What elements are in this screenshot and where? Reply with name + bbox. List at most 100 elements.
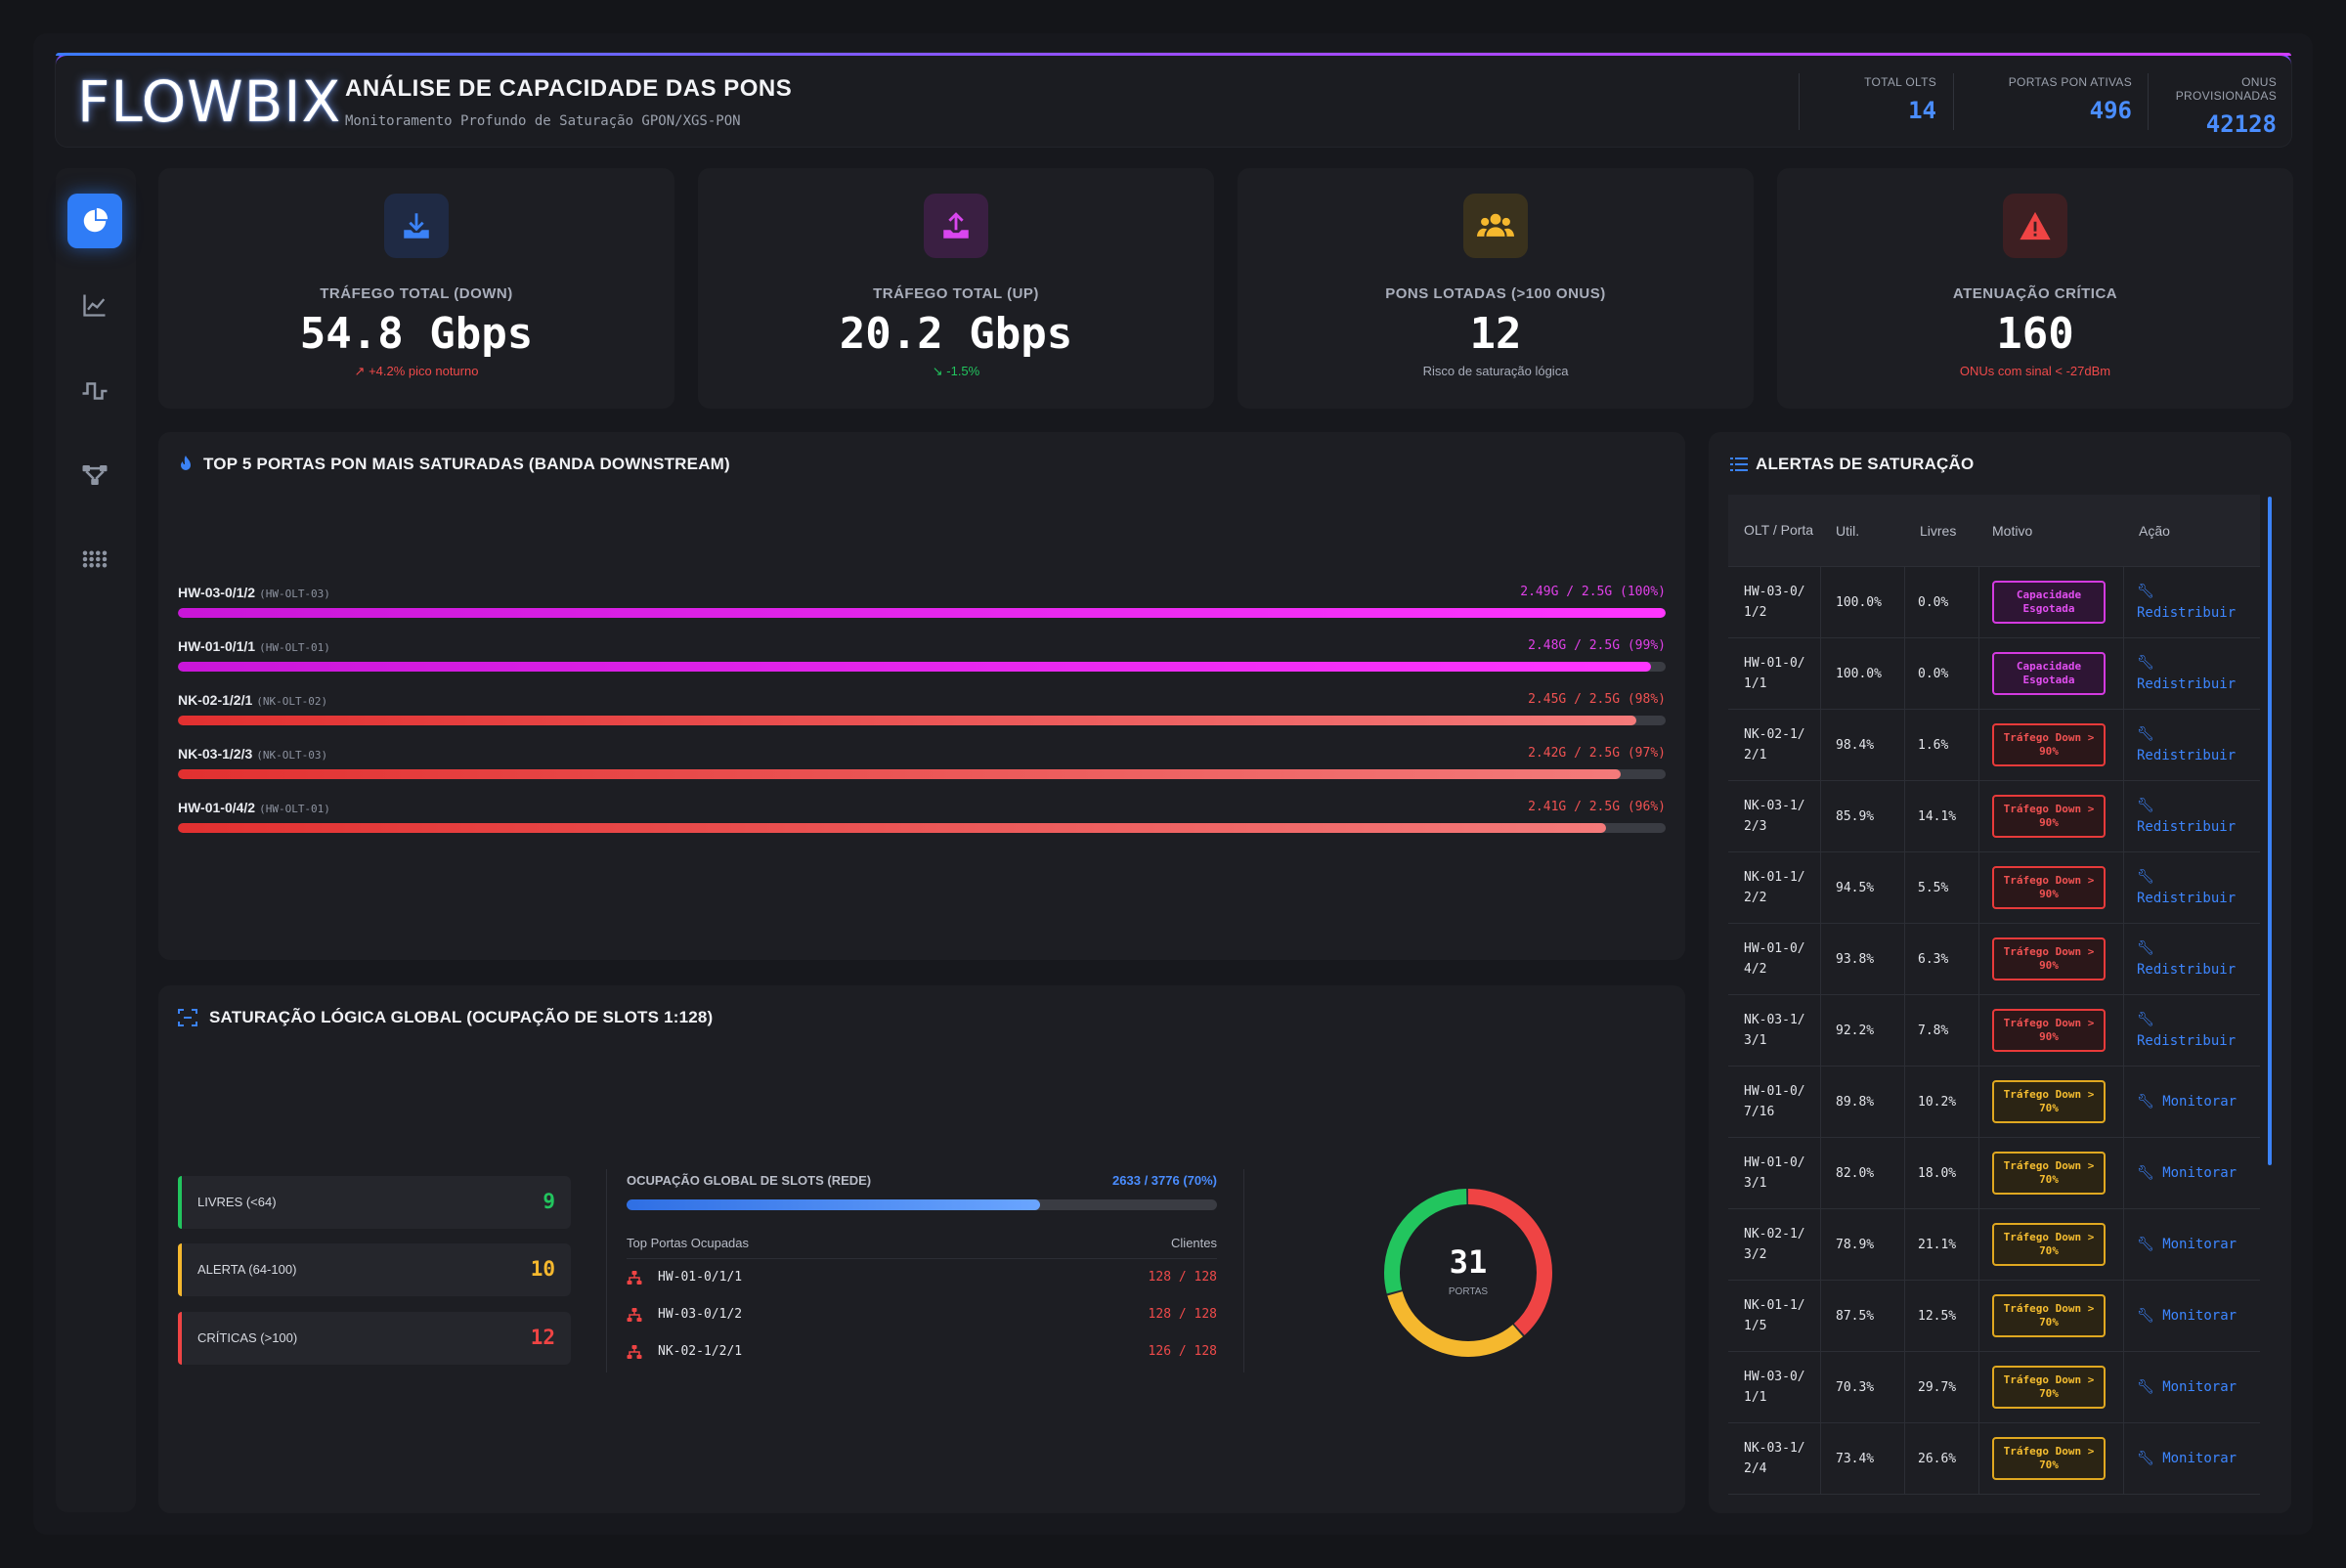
stat-value: 42128 (2205, 110, 2277, 138)
top-port-name: NK-02-1/2/1 (658, 1344, 743, 1359)
level-count: 9 (543, 1190, 555, 1213)
cell-action: 🔧︎ Redistribuir (2137, 567, 2254, 637)
table-row: HW-01-0/4/2 93.8% 6.3% Tráfego Down > 90% 🔧︎… (1728, 924, 2260, 995)
cell-util: 89.8% (1836, 1094, 1875, 1110)
network-icon (627, 1344, 642, 1363)
port-label: HW-01-0/1/1 (178, 638, 256, 654)
occupancy-fill (627, 1199, 1040, 1210)
table-row: HW-03-0/1/2 100.0% 0.0% Capacidade Esgotada… (1728, 567, 2260, 638)
list-icon (1730, 457, 1748, 477)
redistribute-button[interactable]: 🔧︎ Redistribuir (2137, 937, 2236, 980)
nav-topology[interactable] (67, 448, 122, 502)
stat-value: 14 (1908, 97, 1936, 124)
usage-track (178, 662, 1666, 672)
monitor-button[interactable]: 🔧︎ Monitorar (2137, 1305, 2237, 1327)
cell-port: NK-03-1/3/1 (1744, 1013, 1805, 1048)
cell-reason: Tráfego Down > 70% (1992, 1209, 2106, 1280)
usage-track (178, 716, 1666, 725)
redistribute-button[interactable]: 🔧︎ Redistribuir (2137, 652, 2236, 695)
stat-pon-ports: PORTAS PON ATIVAS 496 (1968, 75, 2132, 124)
wrench-icon: 🔧︎ (2137, 869, 2154, 885)
cell-util: 78.9% (1836, 1237, 1875, 1252)
download-icon (384, 194, 449, 258)
nav-apps[interactable] (67, 532, 122, 587)
reason-badge: Tráfego Down > 70% (1992, 1080, 2106, 1123)
cell-free: 18.0% (1918, 1165, 1957, 1181)
top-port-clients: 128 / 128 (1148, 1307, 1217, 1322)
cell-reason: Tráfego Down > 90% (1992, 852, 2106, 923)
monitor-button[interactable]: 🔧︎ Monitorar (2137, 1162, 2237, 1184)
redistribute-button[interactable]: 🔧︎ Redistribuir (2137, 866, 2236, 909)
cell-port: HW-03-0/1/2 (1744, 585, 1805, 620)
scrollbar-thumb[interactable] (2268, 497, 2272, 1165)
line-chart-icon (83, 294, 106, 317)
cell-action: 🔧︎ Redistribuir (2137, 924, 2254, 994)
occupancy-label: OCUPAÇÃO GLOBAL DE SLOTS (REDE) (627, 1173, 872, 1188)
kpi-traffic-down: TRÁFEGO TOTAL (DOWN) 54.8 Gbps ↗ +4.2% p… (158, 168, 674, 409)
cell-free: 6.3% (1918, 951, 1949, 967)
table-header: OLT / Porta Util. Livres Motivo Ação (1728, 495, 2260, 567)
stat-label: TOTAL OLTS (1864, 75, 1936, 89)
occupancy-value: 2633 / 3776 (70%) (1112, 1173, 1217, 1188)
reason-badge: Tráfego Down > 70% (1992, 1294, 2106, 1337)
table-row: HW-01-0/7/16 89.8% 10.2% Tráfego Down > 70%… (1728, 1067, 2260, 1138)
reason-badge: Tráfego Down > 90% (1992, 937, 2106, 980)
reason-badge: Capacidade Esgotada (1992, 652, 2106, 695)
pulse-icon (82, 382, 108, 400)
monitor-button[interactable]: 🔧︎ Monitorar (2137, 1376, 2237, 1398)
cell-port: HW-03-0/1/1 (1744, 1370, 1805, 1405)
kpi-value: 160 (1996, 309, 2074, 359)
col-util: Util. (1836, 522, 1860, 539)
cell-port: NK-01-1/1/5 (1744, 1298, 1805, 1333)
cell-action: 🔧︎ Redistribuir (2137, 852, 2254, 923)
level-alert: ALERTA (64-100) 10 (178, 1243, 571, 1296)
wrench-icon: 🔧︎ (2137, 1012, 2154, 1027)
redistribute-button[interactable]: 🔧︎ Redistribuir (2137, 723, 2236, 766)
redistribute-button[interactable]: 🔧︎ Redistribuir (2137, 795, 2236, 838)
port-name: HW-03-0/1/2 (HW-OLT-03) (178, 585, 330, 600)
redistribute-button[interactable]: 🔧︎ Redistribuir (2137, 1009, 2236, 1052)
cell-action: 🔧︎ Monitorar (2137, 1423, 2254, 1494)
nav-dashboard[interactable] (67, 194, 122, 248)
monitor-button[interactable]: 🔧︎ Monitorar (2137, 1448, 2237, 1469)
cell-port: HW-01-0/3/1 (1744, 1155, 1805, 1191)
usage-fill (178, 662, 1651, 672)
donut-slice-alert (1384, 1189, 1552, 1357)
monitor-button[interactable]: 🔧︎ Monitorar (2137, 1234, 2237, 1255)
cell-port: HW-01-0/4/2 (1744, 941, 1805, 977)
network-icon (627, 1270, 642, 1288)
port-label: NK-02-1/2/1 (178, 692, 253, 708)
stat-label: ONUS PROVISIONADAS (2175, 75, 2277, 103)
table-row: HW-01-0/3/1 82.0% 18.0% Tráfego Down > 70% 🔧… (1728, 1138, 2260, 1209)
col-port: OLT / Porta (1744, 522, 1814, 538)
cell-free: 21.1% (1918, 1237, 1957, 1252)
wrench-icon: 🔧︎ (2137, 1094, 2163, 1110)
action-label: Monitorar (2162, 1237, 2237, 1252)
nav-monitoring[interactable] (67, 364, 122, 418)
cell-free: 0.0% (1918, 666, 1949, 681)
kpi-traffic-up: TRÁFEGO TOTAL (UP) 20.2 Gbps ↘ -1.5% (698, 168, 1214, 409)
redistribute-button[interactable]: 🔧︎ Redistribuir (2137, 581, 2236, 624)
top5-title: TOP 5 PORTAS PON MAIS SATURADAS (BANDA D… (203, 455, 730, 473)
donut-slice-free (1384, 1189, 1552, 1357)
level-indicator (178, 1176, 182, 1229)
action-label: Monitorar (2162, 1379, 2237, 1395)
cell-reason: Tráfego Down > 90% (1992, 995, 2106, 1066)
top-port-row: HW-03-0/1/2 128 / 128 (627, 1307, 1217, 1327)
kpi-label: TRÁFEGO TOTAL (UP) (873, 285, 1039, 302)
cell-reason: Tráfego Down > 90% (1992, 710, 2106, 780)
usage-track (178, 769, 1666, 779)
wrench-icon: 🔧︎ (2137, 1308, 2163, 1324)
top-port-name: HW-01-0/1/1 (658, 1270, 743, 1285)
usage-fill (178, 608, 1666, 618)
usage-track (178, 608, 1666, 618)
cell-port: NK-02-1/2/1 (1744, 727, 1805, 762)
trend-down-icon: ↘ (932, 364, 947, 378)
olt-label: (HW-OLT-03) (259, 588, 330, 600)
stat-label: PORTAS PON ATIVAS (2008, 75, 2132, 89)
monitor-button[interactable]: 🔧︎ Monitorar (2137, 1091, 2237, 1112)
nav-analytics[interactable] (67, 278, 122, 332)
reason-badge: Tráfego Down > 70% (1992, 1366, 2106, 1409)
topology-icon (82, 465, 108, 485)
cell-free: 1.6% (1918, 737, 1949, 753)
